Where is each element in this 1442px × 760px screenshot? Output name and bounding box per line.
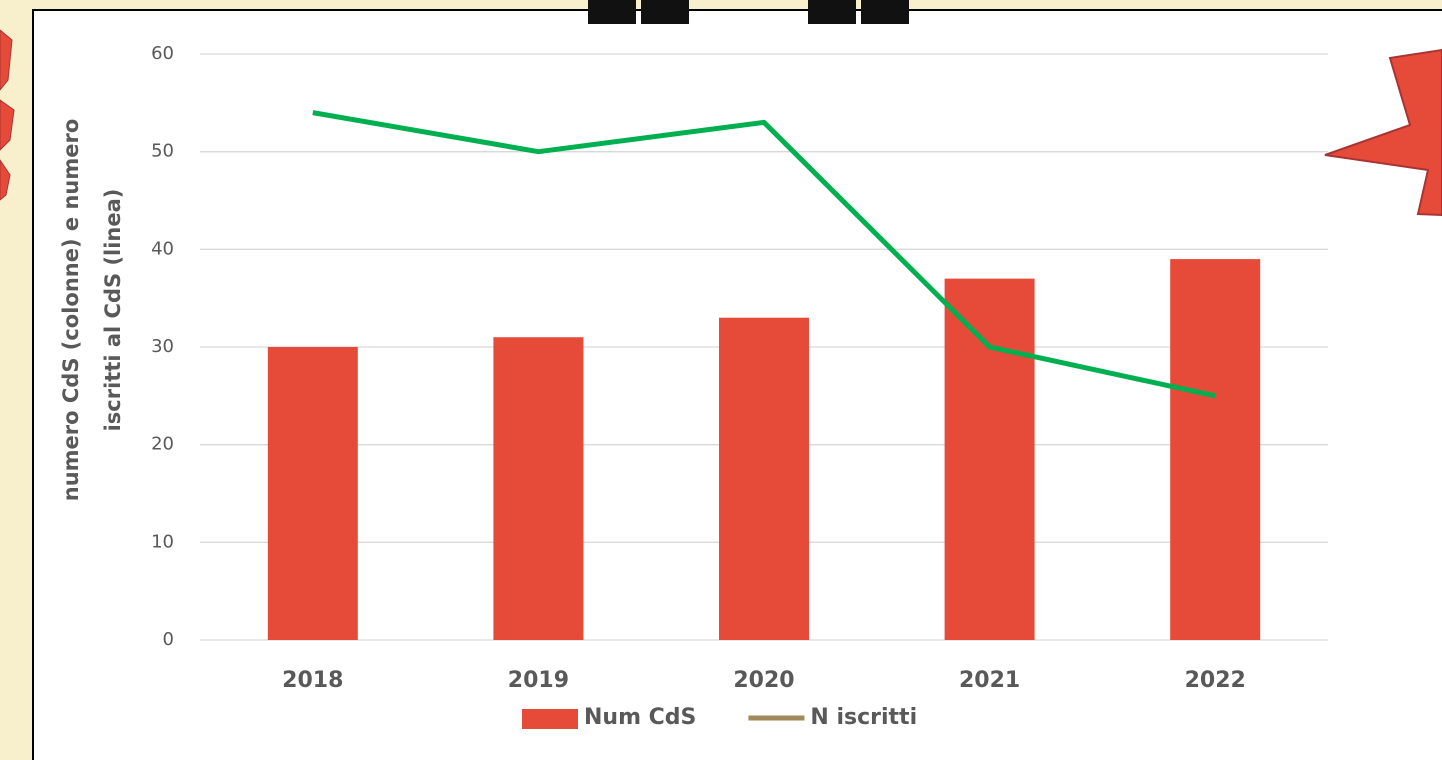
bar	[719, 318, 809, 640]
legend-swatch	[522, 709, 578, 729]
decoration	[588, 0, 636, 24]
x-tick-label: 2018	[282, 668, 343, 693]
y-axis-title: iscritti al CdS (linea)	[101, 189, 125, 432]
page: numero CdS (colonne) e numero iscritti a…	[0, 0, 1442, 760]
x-tick-label: 2021	[959, 668, 1020, 693]
x-tick-label: 2019	[508, 668, 569, 693]
decoration	[0, 30, 14, 200]
y-axis-title: numero CdS (colonne) e numero	[59, 119, 83, 502]
decoration	[641, 0, 689, 24]
y-tick-label: 30	[151, 336, 174, 357]
bar	[1170, 259, 1260, 640]
y-tick-label: 40	[151, 238, 174, 259]
decoration	[861, 0, 909, 24]
x-tick-label: 2020	[733, 668, 794, 693]
y-tick-label: 60	[151, 43, 174, 64]
y-tick-label: 20	[151, 434, 174, 455]
decoration	[808, 0, 856, 24]
y-tick-label: 50	[151, 141, 174, 162]
legend-label: Num CdS	[584, 705, 696, 730]
legend-label: N iscritti	[810, 705, 917, 730]
y-tick-label: 0	[163, 629, 174, 650]
x-tick-label: 2022	[1185, 668, 1246, 693]
y-tick-label: 10	[151, 531, 174, 552]
bar	[268, 347, 358, 640]
bar	[945, 279, 1035, 640]
bar	[493, 337, 583, 640]
